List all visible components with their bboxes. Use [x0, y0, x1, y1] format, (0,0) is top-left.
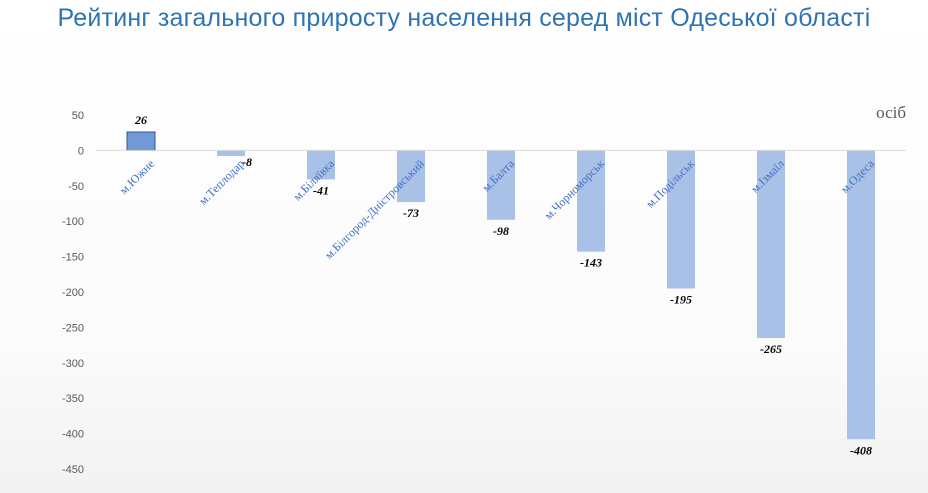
data-label: -408 — [850, 443, 872, 457]
y-tick-label: -450 — [62, 464, 84, 476]
bar — [397, 150, 425, 203]
bar — [667, 150, 695, 289]
bar — [487, 150, 515, 220]
y-tick-label: -400 — [62, 429, 84, 441]
y-tick-label: -100 — [62, 216, 84, 228]
data-label: -41 — [313, 183, 329, 197]
data-label: -143 — [580, 256, 602, 270]
chart-title: Рейтинг загального приросту населення се… — [57, 4, 871, 32]
y-tick-label: -300 — [62, 358, 84, 370]
data-label: 26 — [134, 113, 147, 127]
y-tick-label: -50 — [68, 181, 84, 193]
y-tick-label: -350 — [62, 393, 84, 405]
unit-label: осіб — [876, 103, 906, 122]
y-tick-label: 50 — [72, 110, 84, 122]
category-label: м.Теплодар — [196, 157, 247, 208]
data-label: -195 — [670, 292, 692, 306]
bar — [577, 150, 605, 252]
bar — [847, 150, 875, 440]
bar — [307, 150, 335, 180]
y-tick-label: -150 — [62, 252, 84, 264]
y-tick-label: -200 — [62, 287, 84, 299]
y-tick-label: -250 — [62, 322, 84, 334]
category-label: м.Южне — [117, 157, 157, 197]
y-tick-label: 0 — [78, 145, 84, 157]
data-label: -8 — [242, 155, 252, 169]
bar — [757, 150, 785, 339]
data-label: -73 — [403, 206, 419, 220]
bar — [126, 131, 156, 151]
data-label: -265 — [760, 342, 782, 356]
data-label: -98 — [493, 224, 509, 238]
bar — [217, 150, 245, 157]
